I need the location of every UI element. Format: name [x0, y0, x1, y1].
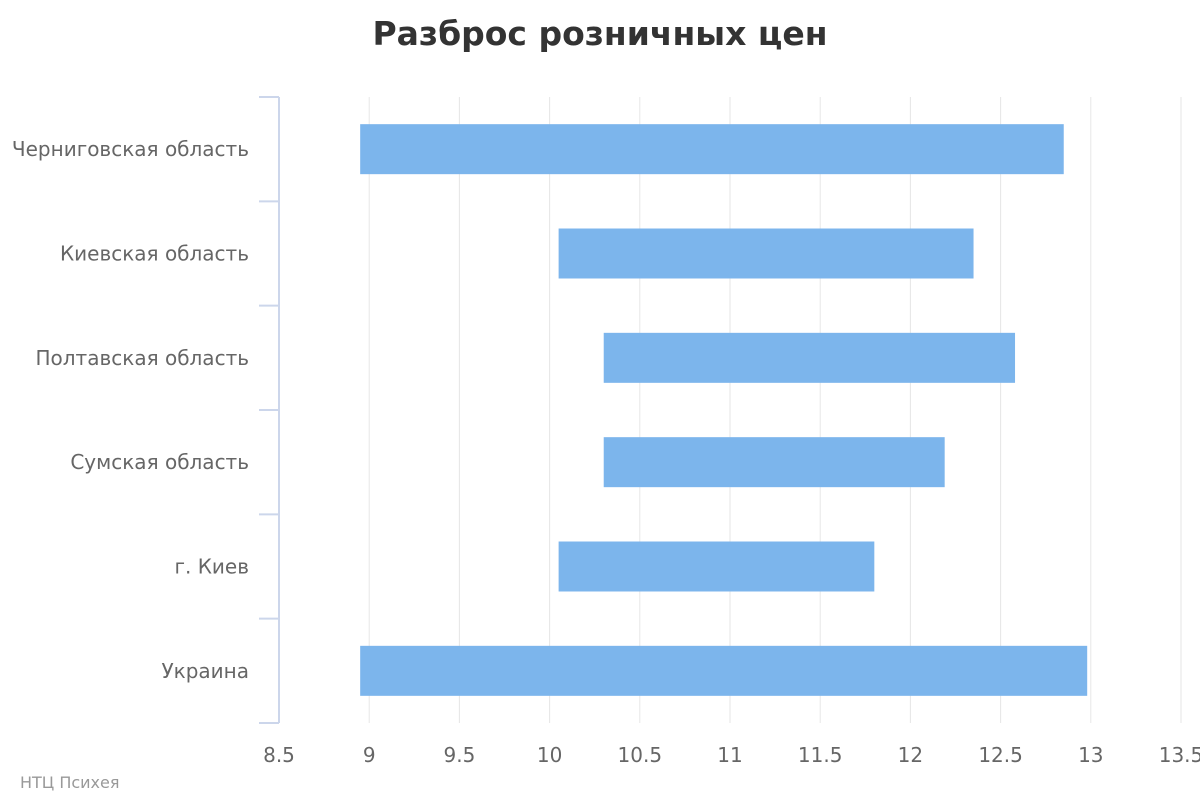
category-label: Черниговская область: [12, 137, 249, 161]
chart-title: Разброс розничных цен: [372, 14, 828, 53]
category-label: Сумская область: [70, 450, 249, 474]
x-tick-label: 13.5: [1159, 743, 1200, 767]
x-tick-label: 12: [898, 743, 923, 767]
x-tick-label: 12.5: [978, 743, 1023, 767]
range-bar: [558, 541, 875, 592]
credits-label: НТЦ Психея: [20, 773, 120, 792]
category-label: Украина: [161, 659, 249, 683]
category-label: Полтавская область: [35, 346, 249, 370]
x-tick-label: 9: [363, 743, 376, 767]
x-tick-label: 11: [717, 743, 742, 767]
range-bar: [603, 437, 945, 488]
range-bar: [360, 124, 1064, 175]
range-bar: [603, 332, 1016, 383]
x-tick-label: 11.5: [798, 743, 843, 767]
category-label: Киевская область: [60, 242, 249, 266]
range-bar: [558, 228, 974, 279]
x-tick-label: 8.5: [263, 743, 295, 767]
x-tick-label: 9.5: [443, 743, 475, 767]
category-label: г. Киев: [174, 555, 249, 579]
x-tick-label: 13: [1078, 743, 1103, 767]
x-tick-label: 10.5: [618, 743, 663, 767]
x-tick-label: 10: [537, 743, 562, 767]
range-bar: [360, 645, 1088, 696]
